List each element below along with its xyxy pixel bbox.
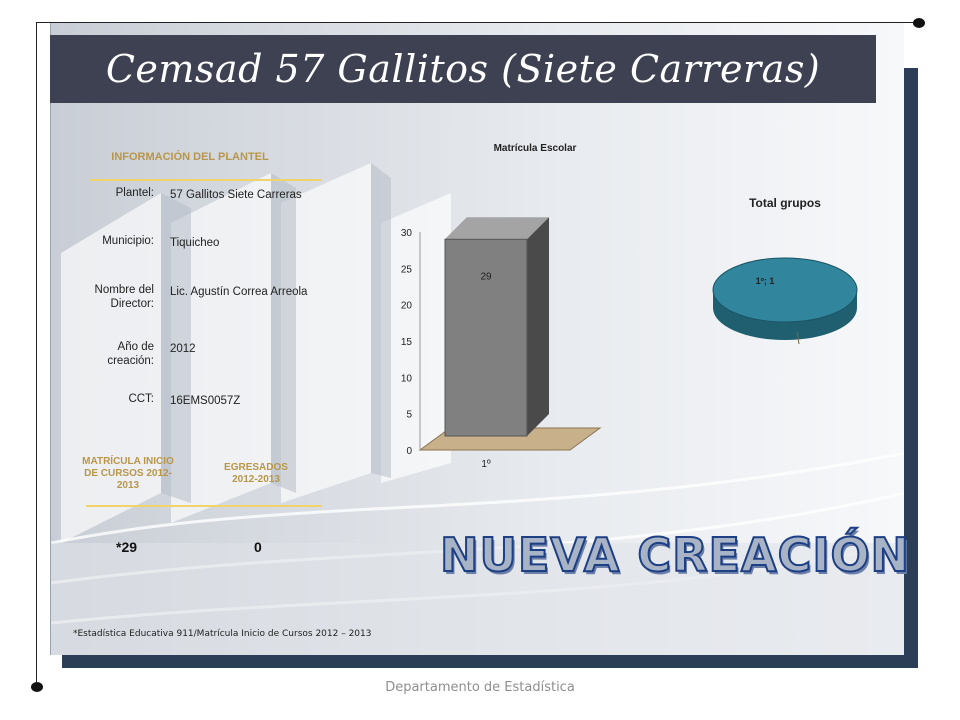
page-title: Cemsad 57 Gallitos (Siete Carreras): [105, 47, 821, 91]
pie-data-label: 1º; 1: [756, 276, 775, 286]
pie-chart-title: Total grupos: [749, 196, 821, 210]
stats-rule: [86, 505, 322, 507]
municipio-value: Tiquicheo: [170, 237, 220, 249]
bar-top: [445, 217, 549, 240]
corner-dot-bottom-left: [31, 682, 43, 692]
nueva-creacion-badge: Nueva creación: [439, 527, 911, 583]
info-heading-rule: [90, 179, 322, 181]
anio-creacion-value: 2012: [170, 343, 196, 355]
bar: [444, 238, 528, 437]
matricula-label: MATRÍCULA INICIO DE CURSOS 2012-2013: [82, 456, 174, 491]
bar-chart-y-tick-label: 0: [406, 446, 412, 457]
pie-leader-line: [796, 331, 800, 345]
egresados-label: EGRESADOS 2012-2013: [224, 462, 288, 485]
pie-slice: [712, 257, 858, 323]
title-bar: Cemsad 57 Gallitos (Siete Carreras): [50, 35, 876, 103]
bar-chart-y-tick-label: 20: [401, 301, 413, 312]
info-heading: INFORMACIÓN DEL PLANTEL: [111, 151, 269, 163]
director-value: Lic. Agustín Correa Arreola: [170, 286, 308, 298]
frame-line-top: [36, 22, 920, 23]
bar-chart-y-tick-label: 10: [401, 373, 413, 384]
cct-value: 16EMS0057Z: [170, 395, 241, 407]
pie-chart: 1º; 1: [712, 257, 858, 345]
bar-category-label: 1º: [481, 459, 491, 470]
matricula-value: *29: [116, 539, 138, 555]
bar-chart-y-tick-label: 5: [406, 410, 412, 421]
plantel-label: Plantel:: [115, 187, 154, 199]
cct-label: CCT:: [128, 393, 154, 405]
anio-creacion-label: Año de creación:: [107, 341, 154, 367]
footnote: *Estadística Educativa 911/Matrícula Ini…: [73, 629, 372, 639]
bar-chart-y-tick-label: 15: [401, 337, 413, 348]
bar-right-face: [527, 217, 549, 436]
municipio-label: Municipio:: [102, 235, 154, 247]
corner-dot-top-right: [913, 18, 925, 28]
bar-data-label: 29: [480, 271, 492, 282]
background-building-art: [51, 23, 904, 655]
bar-chart-title: Matrícula Escolar: [493, 143, 577, 154]
frame-line-left: [36, 22, 37, 686]
egresados-value: 0: [254, 539, 262, 555]
director-label: Nombre del Director:: [94, 284, 154, 310]
department-footer: Departamento de Estadística: [385, 680, 575, 695]
bar-chart-y-tick-label: 25: [401, 264, 413, 275]
plantel-value: 57 Gallitos Siete Carreras: [170, 189, 302, 201]
bar-chart: 0 5 10 15 20 25 30 29 1º: [401, 217, 602, 470]
bar-chart-y-tick-label: 30: [401, 228, 413, 239]
